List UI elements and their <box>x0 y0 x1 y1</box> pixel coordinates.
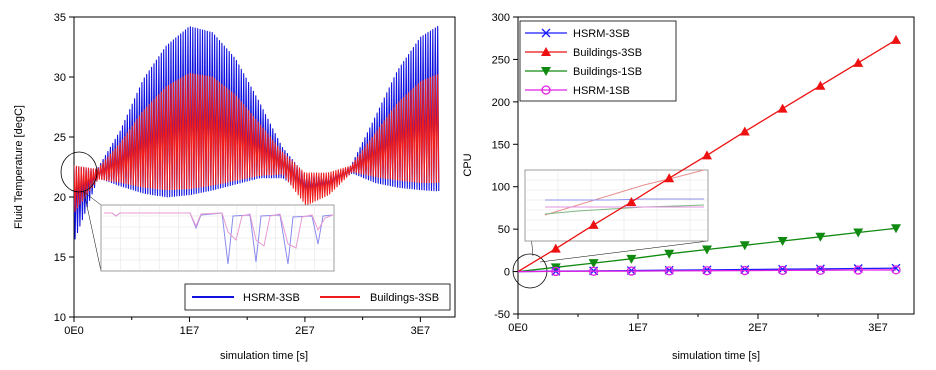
x-tick-label: 0E0 <box>64 325 84 337</box>
series-2-point <box>664 249 675 259</box>
series-1-point <box>702 150 712 160</box>
series-layer <box>74 26 440 240</box>
zoom-connector-bottom <box>539 240 709 263</box>
series-3-point <box>777 265 788 276</box>
y-tick-label: 150 <box>492 139 510 151</box>
y-tick-label: 15 <box>54 252 66 264</box>
legend-label-series-1: Buildings-3SB <box>573 47 642 59</box>
y-tick-label: 25 <box>54 132 66 144</box>
series-3-point <box>815 265 826 275</box>
zoom-circle <box>60 151 98 193</box>
legend: HSRM-3SB Buildings-3SB Buildings-1SB HSRM-1… <box>519 20 677 102</box>
series-2-point <box>588 259 599 269</box>
series-layer <box>517 34 901 277</box>
series-3-point <box>740 265 750 276</box>
series-2-point <box>626 254 637 264</box>
series-2-point <box>815 232 826 242</box>
zoom-connector-top <box>83 191 102 206</box>
y-tick-label: 10 <box>54 312 66 324</box>
cpu-chart: 0E0 1E7 2E7 3E7 -50 0 50 100 150 200 250 300 HSRM-3… <box>462 12 915 362</box>
series-0-point <box>891 263 901 273</box>
y-tick-label: 50 <box>498 224 510 236</box>
series-3-point <box>853 265 863 275</box>
series-0-point <box>778 264 788 274</box>
x-axis-label: simulation time [s] <box>672 350 760 362</box>
y-axis-label: Fluid Temperature [degC] <box>13 105 25 229</box>
series-3-point <box>664 266 674 276</box>
zoom-inset <box>100 204 335 272</box>
legend-label-series-2: Buildings-1SB <box>573 66 642 78</box>
y-tick-label: 200 <box>492 97 510 109</box>
inset-series-blue <box>545 198 704 201</box>
series-1-point <box>664 173 675 183</box>
y-tick-label: 250 <box>492 54 510 66</box>
series-2-point <box>853 228 864 238</box>
y-tick-label: 100 <box>492 182 510 194</box>
series-2-point <box>702 245 712 255</box>
y-tick-label: 35 <box>54 12 66 24</box>
series-0-point <box>853 264 863 273</box>
axis-ticks: 0E0 1E7 2E7 3E7 10 15 20 25 30 35 <box>54 12 430 337</box>
inset-series-red <box>104 212 334 249</box>
legend-label-series-0: HSRM-3SB <box>243 292 300 304</box>
x-tick-label: 2E7 <box>295 325 315 337</box>
x-tick-label: 2E7 <box>748 322 768 334</box>
series-2-point <box>891 224 901 234</box>
axis-ticks: 0E0 1E7 2E7 3E7 -50 0 50 100 150 200 250 300 <box>492 12 888 334</box>
legend: HSRM-3SB Buildings-3SB <box>184 283 451 311</box>
series-3-point <box>626 266 637 276</box>
series-3-point <box>702 266 712 276</box>
y-tick-label: 30 <box>54 72 66 84</box>
series-1-point <box>777 103 788 113</box>
series-2-point <box>777 237 788 247</box>
series-line-1 <box>74 72 440 212</box>
legend-marker-2 <box>541 67 551 76</box>
legend-marker-0 <box>541 28 551 38</box>
series-3-point <box>588 266 599 276</box>
series-line-3 <box>517 269 897 273</box>
series-1-point <box>891 34 901 44</box>
y-axis-label: CPU <box>462 153 474 176</box>
y-tick-label: 20 <box>54 192 66 204</box>
x-tick-label: 1E7 <box>180 325 200 337</box>
series-1-point <box>626 196 637 206</box>
series-1-point <box>853 57 864 67</box>
inset-series-green <box>544 204 705 215</box>
legend-label-series-1: Buildings-3SB <box>370 292 439 304</box>
legend-label-series-0: HSRM-3SB <box>573 28 630 40</box>
x-tick-label: 3E7 <box>411 325 431 337</box>
series-1-point <box>815 80 826 90</box>
series-3-point <box>891 265 901 275</box>
y-tick-label: 0 <box>504 267 510 279</box>
legend-marker-3 <box>541 85 551 95</box>
temperature-chart: 0E0 1E7 2E7 3E7 10 15 20 25 30 35 HSRM-3SB Buildi… <box>13 12 456 362</box>
series-2-point <box>739 241 750 251</box>
x-axis-label: simulation time [s] <box>220 350 308 362</box>
series-1-point <box>588 219 599 229</box>
zoom-inset <box>524 169 709 242</box>
x-tick-label: 1E7 <box>628 322 648 334</box>
series-1-point <box>739 126 750 136</box>
x-tick-label: 3E7 <box>868 322 888 334</box>
series-0-point <box>815 264 825 274</box>
x-tick-label: 0E0 <box>508 322 528 334</box>
legend-label-series-3: HSRM-1SB <box>573 85 630 97</box>
series-1-point <box>550 243 561 253</box>
zoom-connector-bottom <box>83 191 102 272</box>
series-3-point <box>551 266 561 277</box>
y-tick-label: -50 <box>494 309 510 321</box>
y-tick-label: 300 <box>492 12 510 24</box>
legend-marker-1 <box>541 47 551 56</box>
